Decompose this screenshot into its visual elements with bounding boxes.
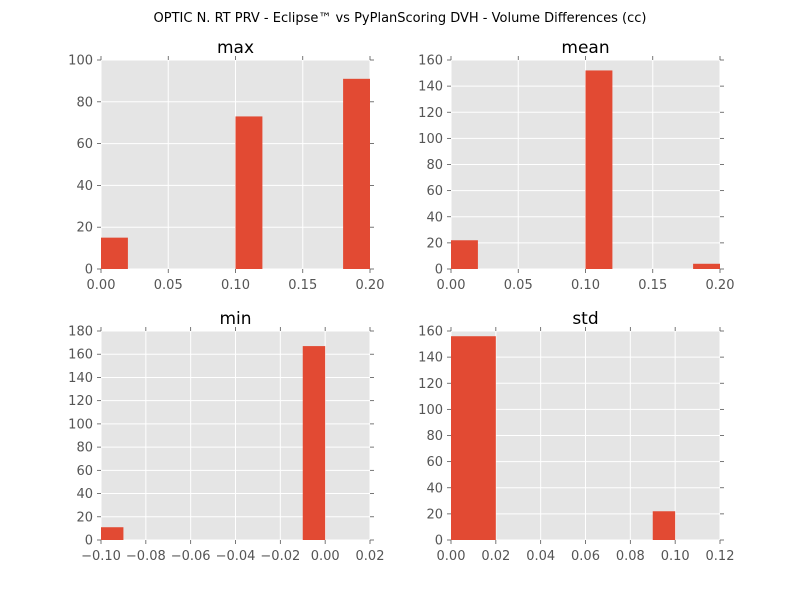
- histogram-bar: [451, 336, 496, 540]
- histogram-bar: [585, 70, 613, 269]
- y-tick-label: 20: [76, 221, 93, 236]
- x-tick-label: −0.02: [260, 549, 300, 564]
- y-tick-label: 160: [418, 325, 443, 340]
- y-tick-label: 0: [85, 263, 93, 278]
- x-tick-label: 0.00: [437, 278, 466, 293]
- y-tick-label: 160: [418, 54, 443, 69]
- y-tick-label: 100: [418, 403, 443, 418]
- x-tick-label: 0.00: [87, 278, 116, 293]
- histogram-bar: [343, 78, 370, 269]
- subplot-title: min: [219, 309, 251, 329]
- subplot-title: std: [572, 309, 598, 329]
- y-tick-label: 180: [68, 325, 93, 340]
- x-tick-label: −0.06: [171, 549, 211, 564]
- y-tick-label: 40: [76, 487, 93, 502]
- y-tick-label: 20: [426, 236, 443, 251]
- y-tick-label: 140: [418, 351, 443, 366]
- subplot-max: 0.00 0.05 0.10 0.15 0.20 0 20 40 60 80 100 max: [68, 38, 384, 293]
- y-tick-label: 40: [426, 481, 443, 496]
- histogram-bar: [652, 511, 676, 540]
- x-tick-label: 0.00: [311, 549, 340, 564]
- x-tick-label: 0.20: [706, 278, 735, 293]
- y-tick-label: 120: [418, 377, 443, 392]
- x-tick-label: 0.15: [638, 278, 667, 293]
- y-tick-label: 0: [85, 534, 93, 549]
- histogram-bar: [101, 527, 124, 540]
- histogram-bar: [693, 263, 720, 269]
- y-tick-label: 100: [68, 54, 93, 69]
- x-tick-label: 0.08: [616, 549, 645, 564]
- y-tick-label: 20: [426, 507, 443, 522]
- y-tick-label: 120: [68, 394, 93, 409]
- subplot-title: mean: [561, 38, 609, 58]
- histogram-bar: [451, 240, 478, 269]
- x-tick-label: −0.10: [81, 549, 121, 564]
- y-tick-label: 80: [426, 158, 443, 173]
- x-tick-label: 0.20: [356, 278, 385, 293]
- y-tick-label: 100: [68, 417, 93, 432]
- y-tick-label: 60: [426, 184, 443, 199]
- histogram-bar: [101, 237, 128, 269]
- x-tick-label: 0.12: [706, 549, 735, 564]
- y-tick-label: 20: [76, 510, 93, 525]
- y-tick-label: 80: [76, 441, 93, 456]
- y-tick-label: 60: [426, 455, 443, 470]
- x-tick-label: 0.10: [221, 278, 250, 293]
- x-tick-label: 0.05: [154, 278, 183, 293]
- y-tick-label: 60: [76, 464, 93, 479]
- x-tick-label: 0.10: [571, 278, 600, 293]
- subplot-std: 0.00 0.02 0.04 0.06 0.08 0.10 0.12 0 20 40 60 80 100…: [418, 309, 734, 564]
- y-tick-label: 0: [435, 263, 443, 278]
- y-tick-label: 80: [426, 429, 443, 444]
- subplot-mean: 0.00 0.05 0.10 0.15 0.20 0 20 40 60 80 100 120 140 16…: [418, 38, 734, 293]
- x-tick-label: 0.05: [504, 278, 533, 293]
- x-tick-label: 0.04: [526, 549, 555, 564]
- y-tick-label: 40: [426, 210, 443, 225]
- x-tick-label: 0.00: [437, 549, 466, 564]
- x-tick-label: 0.10: [661, 549, 690, 564]
- x-tick-label: 0.15: [288, 278, 317, 293]
- y-tick-label: 80: [76, 95, 93, 110]
- y-tick-label: 0: [435, 534, 443, 549]
- x-tick-label: −0.04: [216, 549, 256, 564]
- y-tick-label: 160: [68, 348, 93, 363]
- y-tick-label: 60: [76, 137, 93, 152]
- y-tick-label: 140: [68, 371, 93, 386]
- subplot-title: max: [217, 38, 254, 58]
- histogram-bar: [302, 346, 326, 540]
- x-tick-label: 0.02: [356, 549, 385, 564]
- subplot-min: −0.10 −0.08 −0.06 −0.04 −0.02 0.00 0.02 0 20 40 60…: [68, 309, 384, 564]
- y-tick-label: 40: [76, 179, 93, 194]
- x-tick-label: 0.06: [571, 549, 600, 564]
- histogram-bar: [235, 116, 263, 270]
- x-tick-label: −0.08: [126, 549, 166, 564]
- y-tick-label: 100: [418, 132, 443, 147]
- y-tick-label: 120: [418, 106, 443, 121]
- y-tick-label: 140: [418, 80, 443, 95]
- x-tick-label: 0.02: [481, 549, 510, 564]
- figure-title: OPTIC N. RT PRV - Eclipse™ vs PyPlanScor…: [154, 11, 647, 26]
